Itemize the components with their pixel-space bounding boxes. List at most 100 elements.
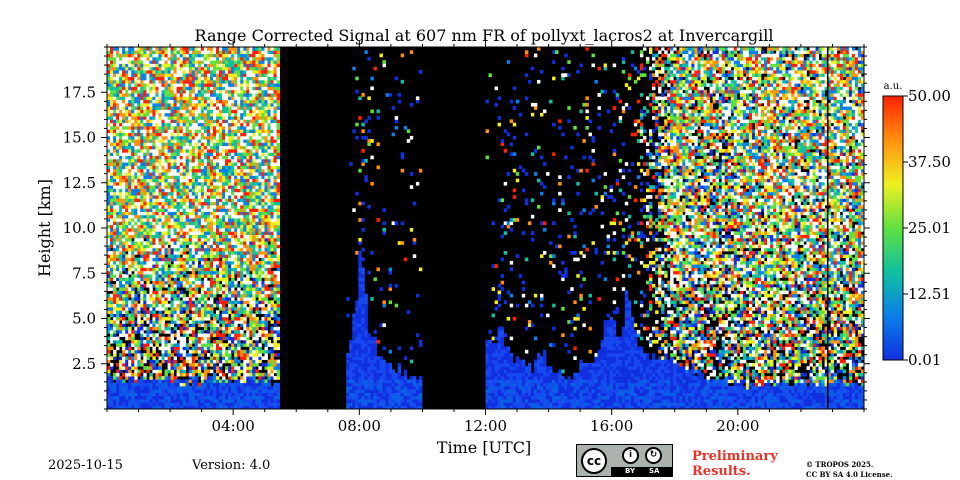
heatmap-cell	[219, 201, 223, 206]
heatmap-cell	[170, 274, 175, 278]
heatmap-cell	[231, 221, 235, 226]
heatmap-cell	[137, 211, 141, 216]
heatmap-cell	[216, 218, 220, 222]
heatmap-cell	[173, 310, 178, 314]
heatmap-cell	[197, 313, 202, 318]
heatmap-cell	[167, 155, 172, 160]
heatmap-cell	[176, 208, 181, 212]
heatmap-cell	[116, 119, 120, 124]
heatmap-cell	[161, 402, 165, 407]
heatmap-cell	[191, 60, 196, 64]
heatmap-cell	[164, 356, 168, 360]
heatmap-cell	[125, 274, 129, 278]
heatmap-cell	[125, 231, 129, 235]
heatmap-cell	[234, 191, 238, 196]
heatmap-cell	[116, 142, 120, 147]
heatmap-cell	[152, 60, 156, 64]
heatmap-cell	[113, 218, 117, 222]
heatmap-cell	[216, 208, 220, 212]
heatmap-cell	[206, 316, 211, 321]
heatmap-cell	[231, 56, 235, 61]
heatmap-cell	[128, 198, 132, 203]
heatmap-cell	[252, 392, 256, 397]
heatmap-cell	[170, 399, 175, 403]
heatmap-cell	[149, 343, 153, 347]
heatmap-cell	[197, 112, 202, 117]
heatmap-cell	[119, 307, 123, 311]
heatmap-cell	[206, 280, 211, 285]
heatmap-cell	[161, 254, 165, 258]
heatmap-cell	[213, 175, 217, 179]
heatmap-cell	[179, 152, 184, 156]
heatmap-cell	[161, 277, 165, 282]
heatmap-cell	[167, 195, 172, 199]
heatmap-cell	[216, 399, 220, 403]
heatmap-cell	[164, 116, 168, 120]
heatmap-cell	[113, 47, 117, 51]
heatmap-cell	[143, 379, 147, 384]
heatmap-cell	[170, 56, 175, 61]
heatmap-cell	[234, 316, 238, 321]
heatmap-cell	[140, 330, 144, 334]
heatmap-cell	[182, 336, 187, 341]
heatmap-cell	[246, 326, 250, 331]
heatmap-cell	[134, 386, 138, 390]
heatmap-cell	[146, 326, 150, 331]
heatmap-cell	[176, 241, 181, 245]
heatmap-cell	[149, 260, 153, 265]
heatmap-cell	[234, 116, 238, 120]
heatmap-cell	[131, 211, 135, 216]
heatmap-cell	[158, 221, 162, 226]
heatmap-cell	[152, 267, 156, 272]
heatmap-cell	[197, 155, 202, 160]
heatmap-cell	[237, 195, 241, 199]
heatmap-cell	[206, 241, 211, 245]
heatmap-cell	[155, 155, 159, 160]
heatmap-cell	[122, 323, 126, 328]
heatmap-cell	[228, 126, 232, 130]
heatmap-cell	[128, 149, 132, 153]
heatmap-cell	[152, 247, 156, 252]
heatmap-cell	[200, 323, 205, 328]
heatmap-cell	[125, 234, 129, 239]
heatmap-cell	[197, 251, 202, 255]
heatmap-cell	[128, 175, 132, 179]
heatmap-cell	[161, 228, 165, 232]
heatmap-cell	[161, 172, 165, 176]
heatmap-cell	[164, 395, 168, 400]
heatmap-cell	[228, 172, 232, 176]
heatmap-cell	[203, 251, 208, 255]
heatmap-cell	[149, 303, 153, 308]
heatmap-cell	[107, 274, 111, 278]
heatmap-cell	[155, 116, 159, 120]
heatmap-cell	[237, 369, 241, 374]
heatmap-cell	[137, 320, 141, 324]
heatmap-cell	[249, 237, 253, 242]
heatmap-cell	[197, 195, 202, 199]
heatmap-cell	[176, 399, 181, 403]
heatmap-cell	[216, 126, 220, 130]
heatmap-cell	[170, 267, 175, 272]
heatmap-cell	[219, 218, 223, 222]
heatmap-cell	[113, 135, 117, 140]
heatmap-cell	[122, 149, 126, 153]
heatmap-cell	[240, 198, 244, 203]
heatmap-cell	[216, 73, 220, 77]
heatmap-cell	[197, 53, 202, 58]
heatmap-cell	[119, 145, 123, 150]
heatmap-cell	[161, 356, 165, 360]
heatmap-cell	[152, 386, 156, 390]
heatmap-cell	[179, 247, 184, 252]
heatmap-cell	[110, 70, 114, 74]
heatmap-cell	[188, 53, 193, 58]
heatmap-cell	[249, 316, 253, 321]
heatmap-cell	[164, 155, 168, 160]
heatmap-cell	[219, 56, 223, 61]
heatmap-cell	[155, 244, 159, 249]
heatmap-cell	[200, 112, 205, 117]
heatmap-cell	[146, 330, 150, 334]
heatmap-cell	[225, 76, 229, 81]
heatmap-cell	[170, 191, 175, 196]
heatmap-cell	[119, 277, 123, 282]
heatmap-cell	[228, 333, 232, 337]
